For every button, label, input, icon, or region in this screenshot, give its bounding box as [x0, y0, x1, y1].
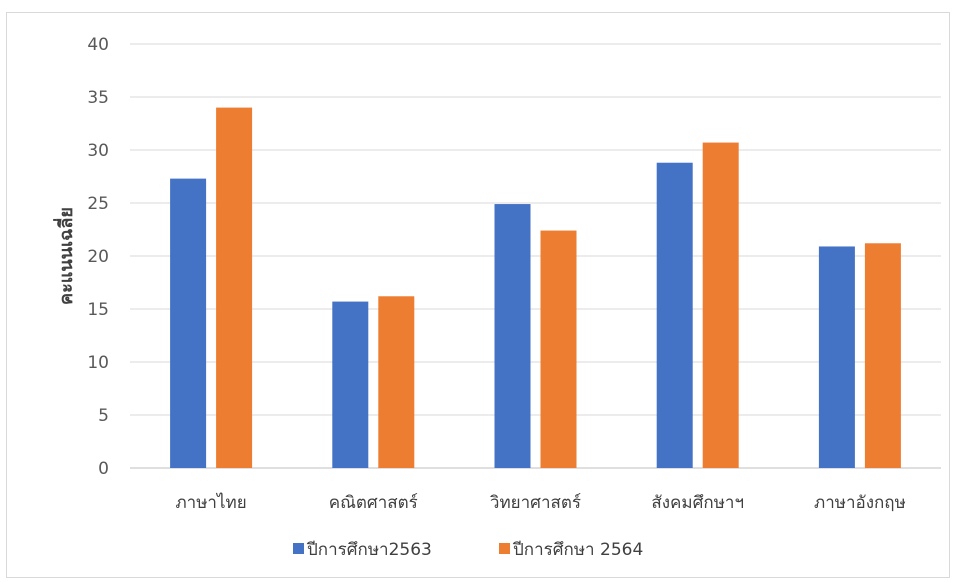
legend-swatch	[499, 543, 510, 554]
bar	[864, 243, 901, 468]
bar	[170, 178, 207, 468]
bar	[332, 301, 369, 468]
bars	[170, 107, 901, 468]
x-tick-label: สังคมศึกษาฯ	[651, 493, 744, 513]
bar	[540, 230, 577, 468]
legend-label: ปีการศึกษา 2564	[512, 540, 643, 560]
y-tick-label: 15	[87, 300, 109, 320]
bar	[216, 107, 253, 468]
y-axis-ticks: 0 5 10 15 20 25 30 35 40	[87, 35, 109, 479]
x-axis-labels: ภาษาไทย คณิตศาสตร์ วิทยาศาสตร์ สังคมศึกษาฯ ภ…	[175, 492, 905, 513]
x-tick-label: ภาษาอังกฤษ	[814, 493, 906, 513]
y-tick-label: 35	[87, 88, 109, 108]
y-axis-title: คะแนนเฉลี่ย	[53, 207, 77, 305]
chart-frame	[6, 12, 950, 578]
bar	[656, 162, 693, 468]
legend: ปีการศึกษา2563 ปีการศึกษา 2564	[293, 540, 643, 560]
legend-swatch	[293, 543, 304, 554]
y-tick-label: 0	[98, 459, 109, 479]
y-tick-label: 5	[98, 406, 109, 426]
bar	[818, 246, 855, 468]
y-tick-label: 10	[87, 353, 109, 373]
x-tick-label: คณิตศาสตร์	[329, 493, 418, 513]
gridlines	[130, 43, 941, 469]
x-tick-label: ภาษาไทย	[175, 492, 246, 513]
bar	[494, 204, 531, 468]
x-tick-label: วิทยาศาสตร์	[489, 493, 581, 513]
y-tick-label: 20	[87, 247, 109, 267]
y-tick-label: 25	[87, 194, 109, 214]
y-tick-label: 30	[87, 141, 109, 161]
bar	[378, 296, 415, 468]
legend-label: ปีการศึกษา2563	[306, 540, 432, 560]
bar	[702, 142, 739, 468]
y-tick-label: 40	[87, 35, 109, 55]
